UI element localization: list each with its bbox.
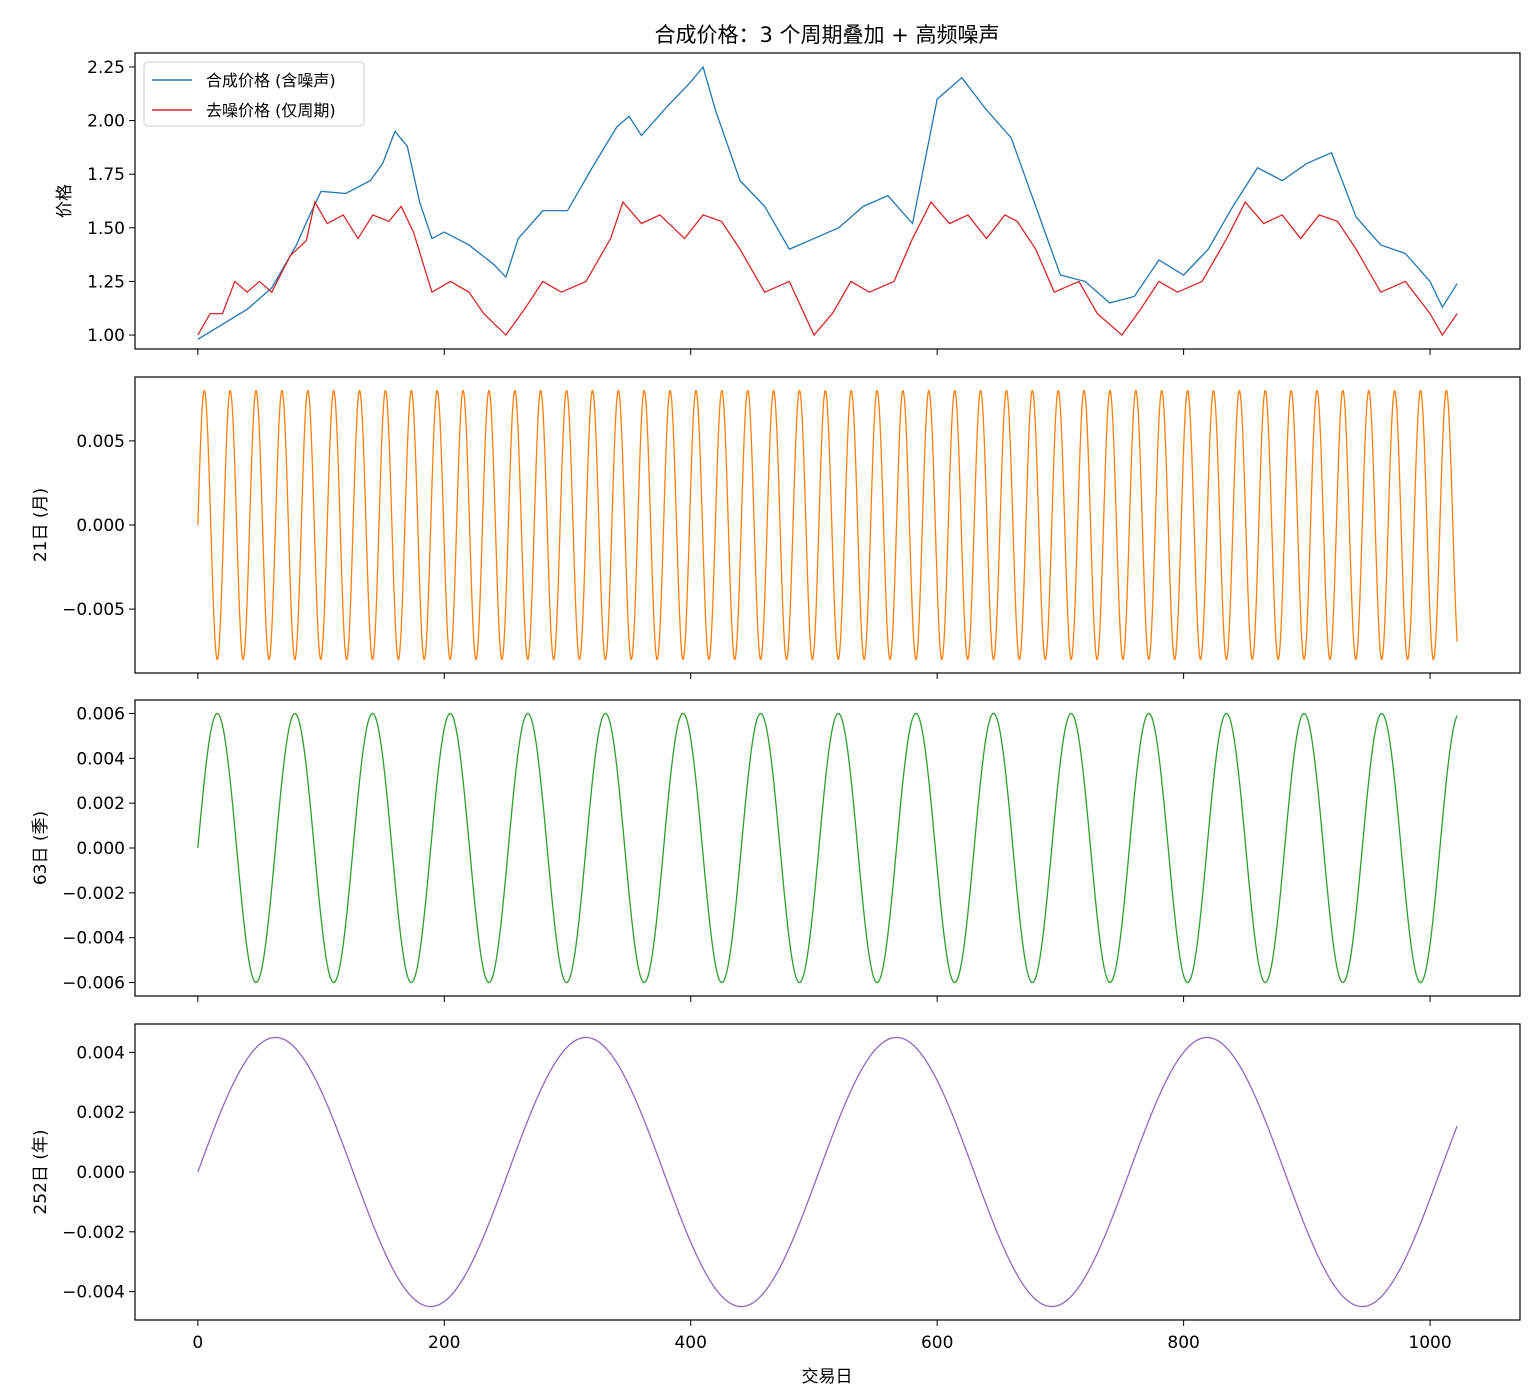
x-tick-label-4: 600 — [921, 1333, 953, 1353]
y-tick-label-1-4: 1.75 — [87, 165, 125, 185]
y-tick-label-1-5: 2.00 — [87, 112, 125, 132]
legend-box — [143, 61, 365, 127]
x-tick-label-6: 1000 — [1408, 1333, 1451, 1353]
y-tick-label-1-6: 2.25 — [87, 58, 125, 78]
x-axis-label: 交易日 — [802, 1367, 853, 1387]
subplot-2: 0.005 0.000 −0.005 21日 (月) — [31, 376, 1521, 679]
figure-title: 合成价格：3 个周期叠加 + 高频噪声 — [655, 23, 1000, 47]
subplot-4: 0.004 0.002 0.000 −0.002 −0.004 0 200 400 600 800… — [31, 1023, 1521, 1353]
series-line-3-1 — [197, 712, 1458, 984]
y-axis-label-1: 价格 — [55, 184, 75, 218]
series-line-4-1 — [197, 1036, 1458, 1308]
y-tick-label-4-5: −0.004 — [62, 1283, 125, 1303]
y-tick-label-1-1: 1.00 — [87, 326, 125, 346]
y-tick-label-1-2: 1.25 — [87, 272, 125, 292]
axes-frame-1 — [134, 52, 1521, 350]
y-tick-label-3-7: −0.006 — [62, 974, 125, 994]
x-tick-label-1: 0 — [192, 1333, 203, 1353]
y-tick-label-3-4: 0.000 — [76, 839, 125, 859]
legend: 合成价格 (含噪声) 去噪价格 (仅周期) — [143, 61, 365, 127]
x-tick-label-2: 200 — [428, 1333, 460, 1353]
y-tick-label-4-1: 0.004 — [76, 1043, 125, 1063]
y-tick-label-2-1: 0.005 — [76, 432, 125, 452]
y-tick-label-3-5: −0.002 — [62, 884, 125, 904]
legend-label-2: 去噪价格 (仅周期) — [206, 101, 336, 120]
axes-frame-2 — [134, 376, 1521, 674]
y-tick-label-2-3: −0.005 — [62, 600, 125, 620]
y-axis-label-2: 21日 (月) — [31, 488, 51, 562]
y-tick-label-3-3: 0.002 — [76, 794, 125, 814]
y-tick-label-4-2: 0.002 — [76, 1103, 125, 1123]
y-tick-label-4-4: −0.002 — [62, 1223, 125, 1243]
series-line-2-1 — [197, 390, 1458, 660]
subplot-3: 0.006 0.004 0.002 0.000 −0.002 −0.004 −0.006 63… — [31, 699, 1521, 1002]
y-tick-label-3-1: 0.006 — [76, 704, 125, 724]
y-tick-label-4-3: 0.000 — [76, 1163, 125, 1183]
y-axis-label-3: 63日 (季) — [31, 811, 51, 885]
panels: 1.00 1.25 1.50 1.75 2.00 2.25 价格 合成价格 (含噪声) 去噪价格… — [31, 52, 1521, 1353]
axes-frame-4 — [134, 1023, 1521, 1321]
series-line-1-2 — [197, 200, 1458, 337]
y-tick-label-3-6: −0.004 — [62, 929, 125, 949]
y-axis-label-4: 252日 (年) — [31, 1129, 51, 1214]
y-tick-label-3-2: 0.004 — [76, 749, 125, 769]
x-tick-label-5: 800 — [1167, 1333, 1199, 1353]
legend-label-1: 合成价格 (含噪声) — [206, 71, 336, 90]
series-line-1-1 — [197, 65, 1458, 340]
y-tick-label-1-3: 1.50 — [87, 219, 125, 239]
y-tick-label-2-2: 0.000 — [76, 516, 125, 536]
x-tick-label-3: 400 — [674, 1333, 706, 1353]
subplot-1: 1.00 1.25 1.50 1.75 2.00 2.25 价格 合成价格 (含噪声) 去噪价格… — [55, 52, 1521, 355]
